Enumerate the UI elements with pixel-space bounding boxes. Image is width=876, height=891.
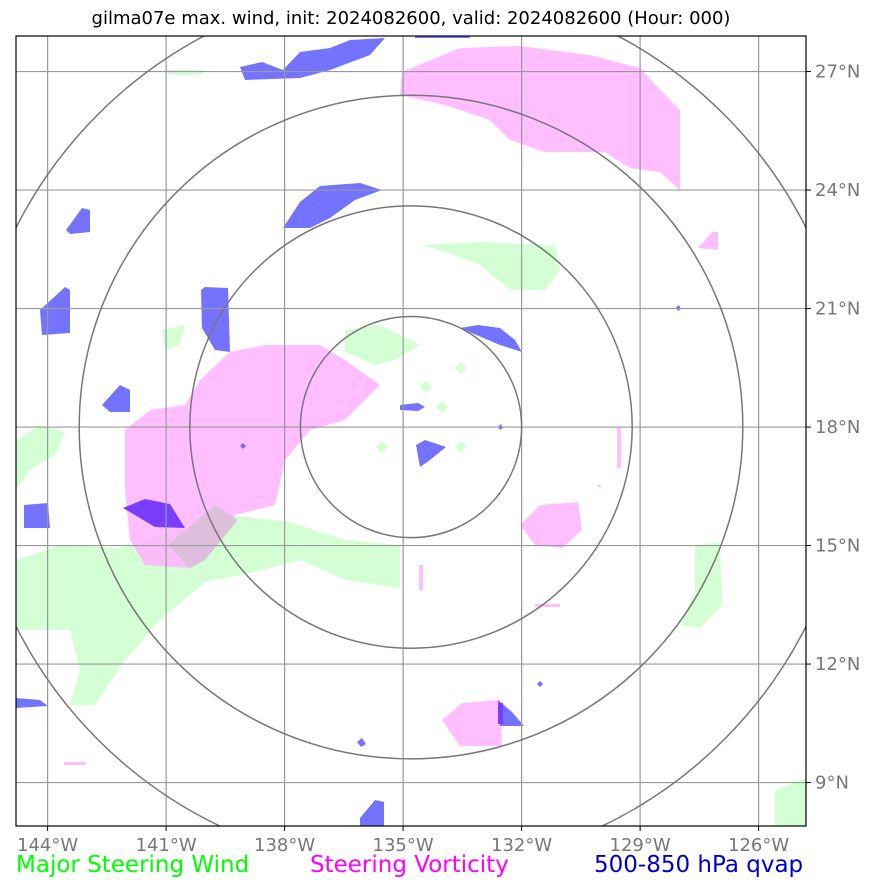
map-frame (15, 35, 807, 827)
wind-patch-west (16, 425, 65, 490)
qvap-dot-1 (357, 738, 366, 747)
qvap-dot-3 (240, 443, 246, 449)
qvap-dot-2 (537, 681, 543, 687)
overlap-region-west (123, 499, 185, 528)
map-fields (16, 36, 806, 826)
qvap-region-center (400, 403, 425, 411)
vorticity-dot-1 (596, 484, 601, 488)
lat-label: 9°N (815, 773, 849, 794)
qvap-region-west-3 (201, 287, 230, 352)
lat-label: 12°N (815, 654, 860, 675)
range-rings (16, 36, 806, 826)
lon-label: 138°W (254, 835, 315, 856)
qvap-region-center-south (416, 440, 446, 467)
longitude-tick-labels: 144°W 141°W 138°W 135°W 132°W 129°W 126°… (17, 835, 789, 856)
qvap-region-west-4 (102, 385, 130, 412)
vorticity-region-southeast (520, 502, 582, 548)
legend-qvap: 500-850 hPa qvap (594, 852, 804, 878)
qvap-region-north-3 (283, 183, 382, 228)
vorticity-streak-1 (617, 428, 621, 468)
range-ring (189, 205, 633, 649)
overlap-region-south (498, 703, 503, 724)
range-ring (299, 315, 523, 539)
qvap-region-west-5 (24, 503, 50, 528)
lat-label: 24°N (815, 180, 860, 201)
legend-steering-wind: Major Steering Wind (16, 852, 250, 878)
lon-label: 126°W (728, 835, 789, 856)
qvap-region-west-2 (40, 287, 70, 335)
qvap-regions (16, 36, 681, 826)
lat-label: 27°N (815, 62, 860, 83)
qvap-region-far-west (16, 698, 48, 708)
qvap-region-north-1 (240, 38, 385, 80)
legend-steering-vorticity: Steering Vorticity (310, 852, 509, 878)
range-ring (78, 94, 744, 760)
lon-label: 129°W (610, 835, 671, 856)
qvap-region-bottom (360, 800, 384, 826)
overlap-regions (123, 499, 503, 724)
qvap-region-south (498, 700, 524, 726)
overlap-wind-vorticity (168, 505, 238, 568)
vorticity-region-west (125, 345, 380, 568)
lon-label: 144°W (17, 835, 78, 856)
tick-marks (47, 71, 811, 831)
latitude-gridlines (16, 70, 806, 784)
wind-diamond-4 (455, 441, 467, 453)
vorticity-patch-east (698, 232, 718, 250)
wind-patch-top (165, 70, 205, 75)
lat-label: 15°N (815, 536, 860, 557)
qvap-region-west-1 (66, 208, 90, 234)
wind-patch-southeast (775, 778, 806, 826)
wind-diamond-2 (436, 401, 448, 413)
vorticity-streak-2 (419, 565, 423, 590)
lon-label: 135°W (373, 835, 434, 856)
wind-patch-east (680, 542, 722, 628)
wind-diamond-3 (376, 441, 388, 453)
wind-patch-center (345, 325, 420, 365)
vorticity-streak-4 (64, 762, 86, 765)
wind-diamond-5 (455, 362, 467, 374)
lat-label: 21°N (815, 299, 860, 320)
vorticity-region-south (442, 700, 502, 746)
map-title: gilma07e max. wind, init: 2024082600, va… (91, 8, 731, 29)
lon-label: 132°W (491, 835, 552, 856)
vorticity-region-northeast (400, 46, 680, 190)
wind-band-southwest (16, 515, 400, 705)
latitude-tick-labels: 27°N 24°N 21°N 18°N 15°N 12°N 9°N (815, 62, 860, 794)
steering-vorticity-regions (64, 46, 718, 765)
wind-patch-northeast (420, 242, 560, 290)
vorticity-streak-3 (535, 604, 560, 607)
wind-patch-small-nw (162, 325, 185, 350)
qvap-region-center-east (460, 325, 522, 352)
wind-diamond-1 (420, 381, 432, 393)
lon-label: 141°W (136, 835, 197, 856)
lat-label: 18°N (815, 417, 860, 438)
